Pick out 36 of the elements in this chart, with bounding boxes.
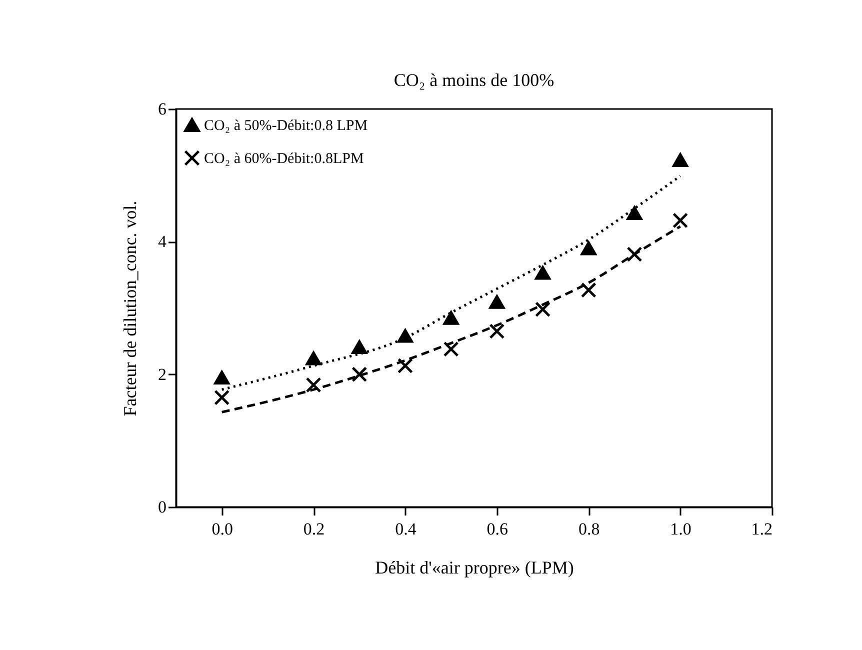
point (352, 340, 368, 354)
x-tick-label: 1.0 (670, 520, 692, 538)
x-tick-label: 0.8 (578, 520, 600, 538)
point (443, 341, 459, 357)
point (535, 302, 551, 318)
point (672, 153, 688, 167)
y-tick-label: 6 (158, 100, 166, 118)
point (214, 370, 230, 385)
y-tick-label: 4 (158, 232, 167, 252)
point (306, 352, 322, 366)
point (352, 366, 368, 382)
x-axis-title: Débit d'«air propre» (LPM) (375, 558, 574, 578)
point (397, 358, 413, 374)
x-tick-label: 0.6 (486, 520, 508, 538)
x-tick-label: 0.4 (395, 520, 417, 538)
point (397, 328, 413, 343)
point (489, 295, 505, 309)
point (580, 241, 596, 256)
point (535, 266, 551, 280)
point (214, 390, 230, 406)
x-tick-label: 1.2 (751, 520, 772, 538)
x-tick-label: 0.0 (212, 520, 233, 538)
point (489, 323, 505, 339)
legend-label: CO₂ à 50%-Débit:0.8 LPM (204, 118, 368, 134)
y-tick-label: 2 (158, 364, 166, 384)
point (580, 282, 596, 298)
point (443, 311, 459, 325)
legend-label: CO₂ à 60%-Débit:0.8LPM (204, 151, 364, 167)
point (626, 246, 642, 262)
x-tick-label: 0.2 (303, 520, 325, 538)
point (672, 212, 688, 228)
y-tick-label: 0 (158, 498, 166, 516)
point (626, 206, 642, 220)
chart-title: CO₂ à moins de 100% (394, 70, 554, 90)
point (306, 377, 322, 393)
y-axis-title: Facteur de dilution_conc. vol. (120, 200, 140, 416)
